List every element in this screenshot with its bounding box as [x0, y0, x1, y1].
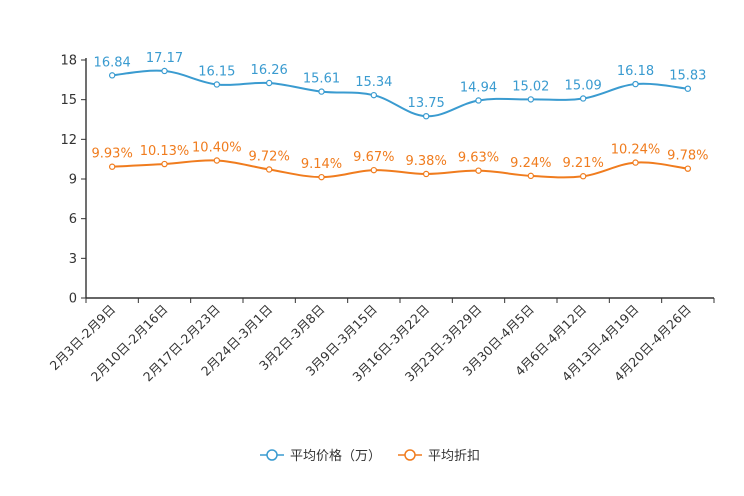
data-label: 9.38%: [406, 154, 447, 169]
series-line: [112, 69, 688, 118]
series-1: 9.93% 10.13% 10.40% 9.72% 9.14% 9.67% 9.38% 9.6…: [92, 140, 708, 181]
data-label: 15.34: [355, 75, 392, 90]
data-point[interactable]: [632, 80, 639, 88]
legend-label: 平均折扣: [428, 449, 480, 464]
legend-label: 平均价格（万）: [290, 448, 381, 464]
data-label: 13.75: [408, 96, 445, 111]
data-point[interactable]: [684, 85, 692, 92]
data-point[interactable]: [213, 81, 221, 88]
data-point[interactable]: [318, 88, 325, 95]
data-label: 9.63%: [458, 151, 499, 166]
data-label: 17.17: [146, 51, 183, 66]
data-point[interactable]: [527, 172, 535, 180]
legend-marker: [266, 449, 278, 461]
y-tick-label: 6: [69, 212, 77, 227]
data-point[interactable]: [370, 91, 378, 99]
data-label: 10.13%: [140, 144, 190, 159]
data-label: 9.67%: [353, 150, 394, 165]
data-label: 9.14%: [301, 157, 342, 172]
data-point[interactable]: [161, 67, 168, 75]
data-point[interactable]: [265, 79, 273, 87]
data-label: 9.24%: [510, 156, 551, 171]
data-point[interactable]: [108, 163, 116, 170]
data-label: 10.24%: [611, 143, 661, 158]
data-point[interactable]: [161, 160, 168, 168]
data-point[interactable]: [422, 170, 430, 178]
data-label: 14.94: [460, 80, 497, 95]
data-point[interactable]: [318, 173, 325, 181]
series-line: [112, 159, 688, 179]
data-point[interactable]: [475, 167, 482, 174]
data-point[interactable]: [370, 166, 378, 174]
chart-axes: 03691215182月3日-2月9日2月10日-2月16日2月17日-2月23…: [47, 54, 715, 384]
data-label: 15.61: [303, 72, 340, 87]
data-point[interactable]: [527, 96, 535, 103]
chart-legend[interactable]: 平均价格（万） 平均折扣: [260, 448, 480, 464]
y-tick-label: 3: [69, 252, 77, 267]
data-label: 16.26: [251, 63, 288, 78]
y-tick-label: 9: [69, 173, 77, 188]
data-label: 9.72%: [249, 149, 290, 164]
data-point[interactable]: [579, 173, 587, 180]
data-label: 15.83: [669, 69, 706, 84]
data-point[interactable]: [265, 166, 273, 173]
y-tick-label: 15: [60, 93, 77, 108]
chart-series: 16.84 17.17 16.15 16.26 15.61 15.34 13.75 14.94…: [92, 51, 708, 181]
legend-item-0[interactable]: 平均价格（万）: [260, 448, 381, 464]
data-label: 16.15: [198, 64, 235, 79]
data-point[interactable]: [632, 159, 639, 166]
data-label: 16.84: [94, 55, 131, 70]
data-point[interactable]: [422, 112, 430, 120]
data-label: 15.02: [512, 79, 549, 94]
data-point[interactable]: [475, 97, 482, 104]
y-tick-label: 0: [69, 292, 77, 307]
data-label: 9.21%: [563, 156, 604, 171]
data-label: 10.40%: [192, 140, 242, 155]
data-point[interactable]: [684, 165, 692, 172]
data-point[interactable]: [108, 72, 116, 79]
data-label: 15.09: [565, 78, 602, 93]
y-tick-label: 18: [60, 54, 77, 69]
data-point[interactable]: [579, 95, 587, 102]
y-tick-label: 12: [60, 133, 77, 148]
data-point[interactable]: [213, 157, 221, 164]
data-label: 9.93%: [92, 147, 133, 162]
series-0: 16.84 17.17 16.15 16.26 15.61 15.34 13.75 14.94…: [94, 51, 706, 120]
legend-marker: [404, 449, 416, 461]
data-label: 16.18: [617, 64, 654, 79]
legend-item-1[interactable]: 平均折扣: [398, 449, 480, 464]
data-label: 9.78%: [667, 149, 708, 164]
